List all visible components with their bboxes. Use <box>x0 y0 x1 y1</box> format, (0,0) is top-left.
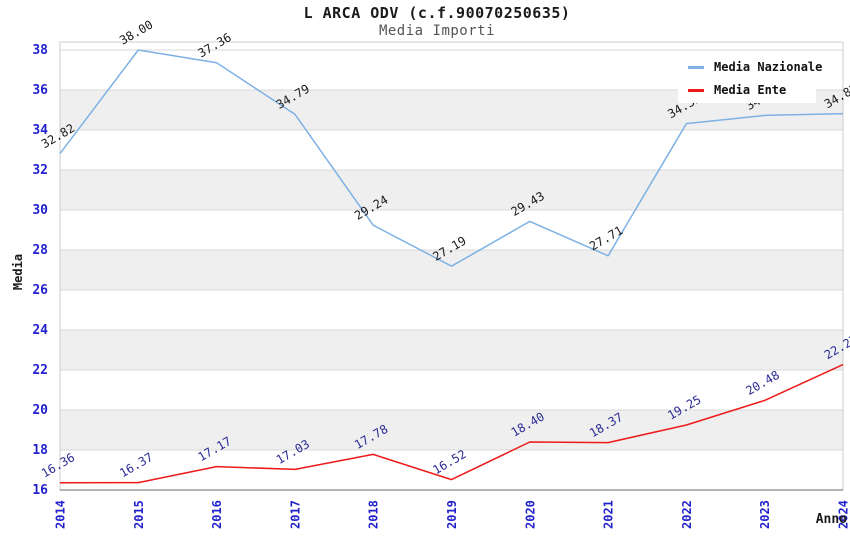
x-tick-label: 2022 <box>680 500 694 529</box>
y-tick-label: 16 <box>32 483 48 498</box>
y-tick-label: 20 <box>32 403 48 418</box>
series-line-media-nazionale <box>59 49 844 267</box>
y-tick-label: 36 <box>32 83 48 98</box>
legend-item-label: Media Ente <box>714 83 787 97</box>
x-tick-label: 2018 <box>367 500 381 529</box>
y-tick-label: 28 <box>32 243 48 258</box>
legend-item: Media Ente <box>688 83 810 97</box>
legend-item: Media Nazionale <box>688 60 822 74</box>
x-axis-label: Anno <box>816 512 847 527</box>
x-tick-label: 2023 <box>758 500 772 529</box>
x-tick-label: 2015 <box>132 500 146 529</box>
y-tick-label: 22 <box>32 363 48 378</box>
chart-subtitle: Media Importi <box>378 23 496 39</box>
plot-band <box>60 410 843 450</box>
y-tick-label: 38 <box>32 43 48 58</box>
series-line-media-ente <box>59 363 844 484</box>
x-tick-label: 2020 <box>523 500 537 529</box>
x-tick-label: 2014 <box>54 500 68 529</box>
x-tick-label: 2019 <box>445 500 459 529</box>
x-tick-label: 2024 <box>837 500 850 529</box>
chart-title: L ARCA ODV (c.f.90070250635) <box>303 4 571 22</box>
legend-swatch-icon <box>688 65 704 69</box>
x-tick-label: 2016 <box>210 500 224 529</box>
y-tick-label: 24 <box>32 323 48 338</box>
y-tick-label: 30 <box>32 203 48 218</box>
x-tick-label: 2021 <box>602 500 616 529</box>
legend-item-label: Media Nazionale <box>714 60 823 74</box>
plot-band <box>60 170 843 210</box>
y-tick-label: 18 <box>32 443 48 458</box>
y-tick-label: 32 <box>32 163 48 178</box>
legend-swatch-icon <box>688 88 704 92</box>
y-axis-label: Media <box>11 254 25 290</box>
plot-band <box>60 330 843 370</box>
plot-band <box>60 250 843 290</box>
y-tick-label: 34 <box>32 123 48 138</box>
legend: Media Nazionale Media Ente <box>678 53 822 103</box>
y-tick-label: 26 <box>32 283 48 298</box>
x-tick-label: 2017 <box>288 500 302 529</box>
